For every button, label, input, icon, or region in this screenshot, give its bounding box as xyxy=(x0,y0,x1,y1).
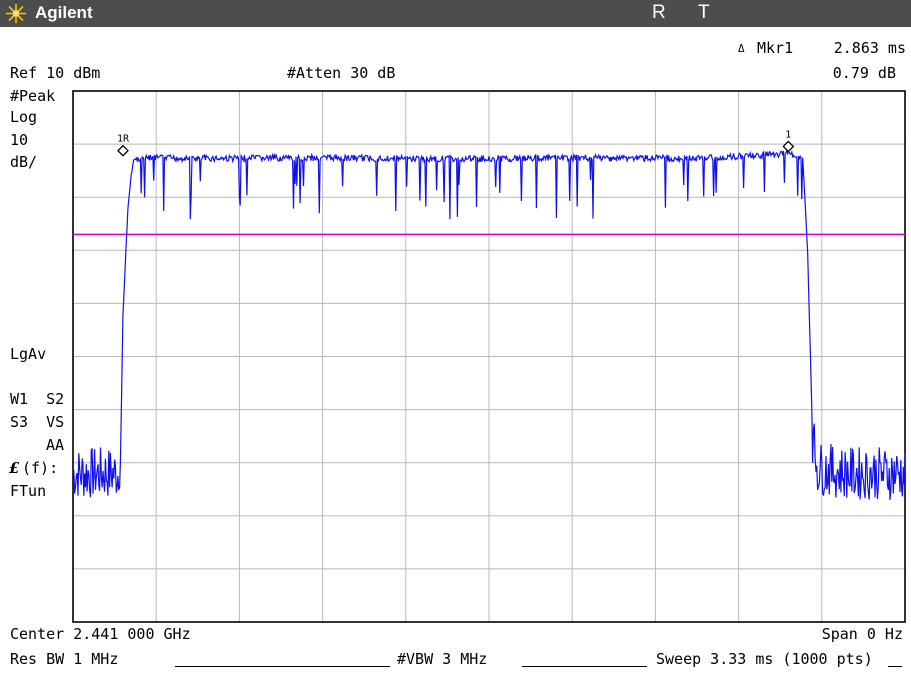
function-mode: FTun xyxy=(10,482,47,500)
marker-label-text: 1 xyxy=(785,129,791,140)
brand-name: Agilent xyxy=(35,3,93,22)
scale-unit: dB/ xyxy=(10,153,38,171)
delta-symbol: Δ xyxy=(738,42,745,55)
resolution-bandwidth: Res BW 1 MHz xyxy=(10,650,119,668)
trace-modes-line1: W1 S2 xyxy=(10,390,65,408)
scale-value: 10 xyxy=(10,131,29,149)
function-arg: (f): xyxy=(22,459,59,477)
trace-modes-line2: S3 VS xyxy=(10,413,65,431)
rbw-underline xyxy=(175,666,390,667)
sweep-time: Sweep 3.33 ms (1000 pts) xyxy=(656,650,873,668)
graticule-border xyxy=(72,90,906,623)
span: Span 0 Hz xyxy=(821,625,903,643)
sweep-underline xyxy=(888,666,902,667)
marker-label: Mkr1 xyxy=(757,39,794,57)
ref-level: Ref 10 dBm xyxy=(10,64,101,82)
trigger-indicator: T xyxy=(698,2,710,23)
vbw-underline xyxy=(522,666,647,667)
marker-level: 0.79 dB xyxy=(832,64,896,82)
video-bandwidth: #VBW 3 MHz xyxy=(397,650,488,668)
average-type: LgAv xyxy=(10,345,47,363)
detector-mode: #Peak xyxy=(10,87,56,105)
remote-indicator: R xyxy=(652,2,666,23)
trace-line xyxy=(72,149,906,500)
marker-label-text: 1R xyxy=(117,134,130,145)
title-bar: Agilent R T xyxy=(0,0,911,27)
marker-diamond-icon xyxy=(117,144,129,157)
function-symbol: £ xyxy=(9,459,20,477)
agilent-spark-icon xyxy=(6,4,26,23)
marker-time: 2.863 ms xyxy=(833,39,906,57)
center-frequency: Center 2.441 000 GHz xyxy=(10,625,191,643)
attenuation: #Atten 30 dB xyxy=(287,64,396,82)
trace-modes-line3: AA xyxy=(46,436,65,454)
scale-type: Log xyxy=(10,108,38,126)
marker-diamond-icon xyxy=(782,140,795,153)
